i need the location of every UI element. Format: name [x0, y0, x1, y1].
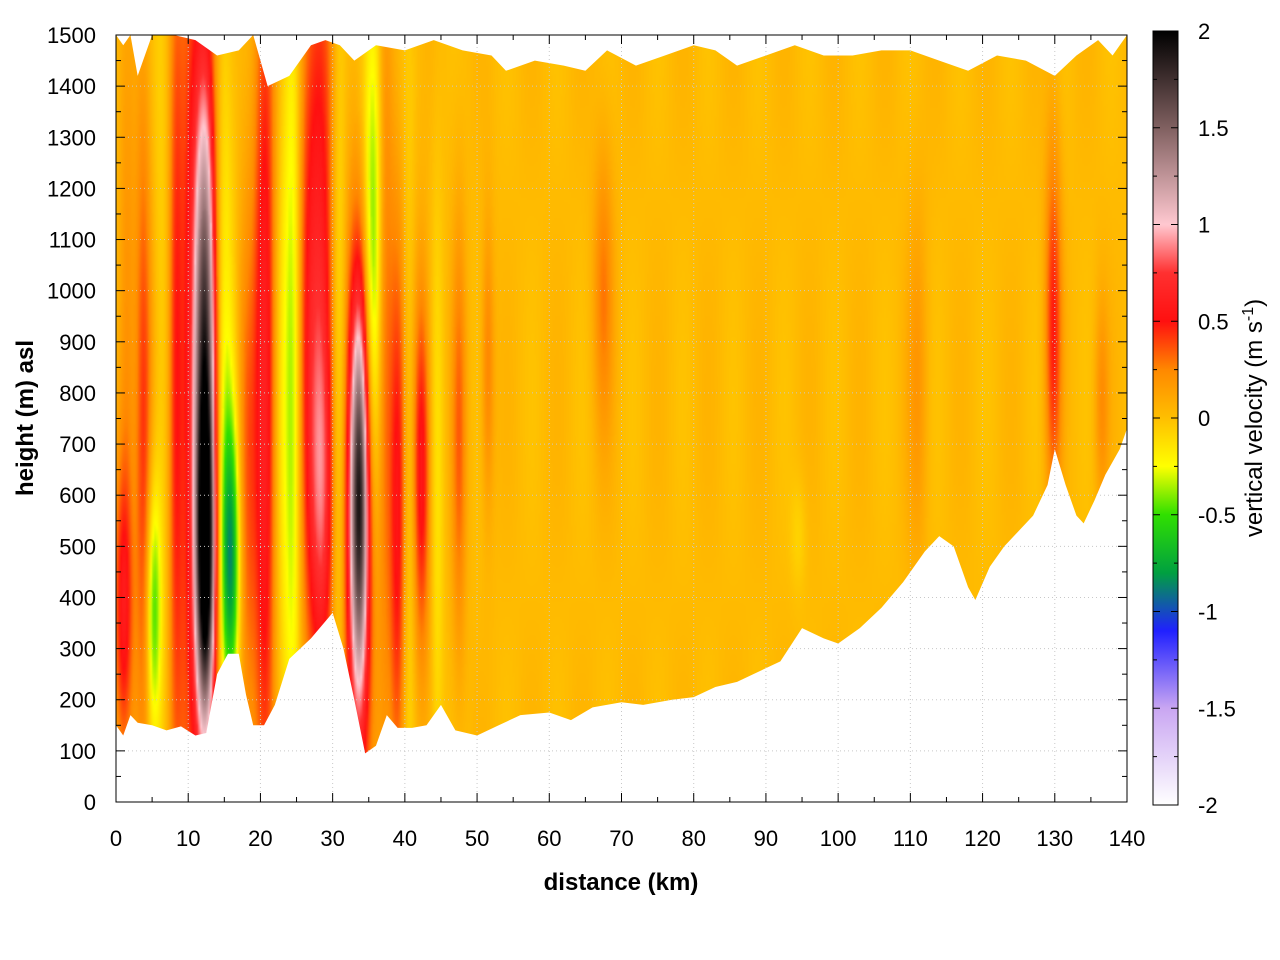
y-tick-label: 500: [59, 534, 96, 559]
x-tick-label: 110: [893, 826, 928, 851]
y-tick-label: 0: [84, 790, 96, 815]
colorbar-tick-label: -0.5: [1198, 503, 1236, 528]
y-tick-label: 1200: [47, 176, 96, 201]
y-tick-label: 600: [59, 483, 96, 508]
x-tick-label: 140: [1109, 826, 1146, 851]
y-tick-label: 100: [59, 739, 96, 764]
y-tick-label: 1100: [49, 228, 96, 253]
y-axis-title: height (m) asl: [12, 340, 39, 496]
x-axis-title: distance (km): [544, 869, 699, 896]
x-tick-label: 90: [754, 826, 778, 851]
x-tick-label: 10: [176, 826, 200, 851]
colorbar-tick-label: 2: [1198, 19, 1210, 44]
y-tick-label: 1400: [47, 74, 96, 99]
colorbar-tick-label: 1.5: [1198, 116, 1229, 141]
plot-area: 0 10 20 30 40 50 60 70 80 90 100 110 120 130 140 0 100 2…: [47, 23, 1145, 851]
y-tick-label: 300: [59, 637, 96, 662]
x-tick-label: 40: [393, 826, 417, 851]
x-tick-label: 80: [681, 826, 705, 851]
y-axis-ticks: 0 100 200 300 400 500 600 700 800 900 1000 1100 1200…: [47, 23, 1127, 815]
x-tick-label: 100: [820, 826, 857, 851]
x-tick-label: 50: [465, 826, 489, 851]
colorbar-tick-label: -2: [1198, 793, 1218, 818]
colorbar-title: vertical velocity (m s-1): [1240, 299, 1268, 537]
y-tick-label: 1000: [47, 279, 96, 304]
y-tick-label: 1300: [47, 125, 96, 150]
x-tick-label: 30: [320, 826, 344, 851]
colorbar-ticks: 2 1.5 1 0.5 0 -0.5 -1 -1.5 -2: [1153, 19, 1236, 818]
colorbar-title-end: ): [1241, 299, 1268, 307]
x-tick-label: 130: [1036, 826, 1073, 851]
colorbar-tick-label: -1.5: [1198, 696, 1236, 721]
y-tick-label: 800: [59, 381, 96, 406]
x-tick-label: 120: [964, 826, 1001, 851]
colorbar-tick-label: 0.5: [1198, 309, 1229, 334]
x-tick-label: 70: [609, 826, 633, 851]
x-tick-label: 20: [248, 826, 272, 851]
colorbar-title-main: vertical velocity (m s: [1241, 321, 1268, 537]
y-tick-label: 400: [59, 585, 96, 610]
colorbar-frame: [1152, 30, 1179, 806]
y-tick-label: 1500: [47, 23, 96, 48]
x-tick-label: 0: [110, 826, 122, 851]
y-tick-label: 900: [59, 330, 96, 355]
y-tick-label: 700: [59, 432, 96, 457]
colorbar-tick-label: 0: [1198, 406, 1210, 431]
colorbar: 2 1.5 1 0.5 0 -0.5 -1 -1.5 -2 vertical velocity …: [1152, 19, 1268, 818]
x-tick-label: 60: [537, 826, 561, 851]
colorbar-tick-label: 1: [1198, 213, 1210, 238]
colorbar-title-sup: -1: [1240, 307, 1257, 321]
colorbar-tick-label: -1: [1198, 600, 1218, 625]
y-tick-label: 200: [59, 688, 96, 713]
grid-lines: [116, 35, 1127, 802]
x-axis-ticks: 0 10 20 30 40 50 60 70 80 90 100 110 120 130 140: [110, 35, 1145, 851]
